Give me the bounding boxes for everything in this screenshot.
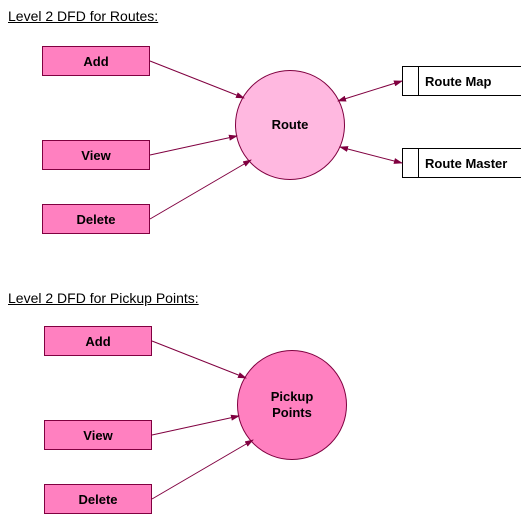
box-route-map-label: Route Map [425, 74, 491, 89]
circle-pickup-label: Pickup Points [271, 389, 314, 420]
circle-pickup-label-2: Points [272, 405, 312, 420]
section1-title: Level 2 DFD for Routes: [8, 8, 158, 24]
box-add-1: Add [42, 46, 150, 76]
box-view-1: View [42, 140, 150, 170]
box-view-2-label: View [83, 428, 112, 443]
circle-route: Route [235, 70, 345, 180]
box-route-map: Route Map [402, 66, 521, 96]
box-view-2: View [44, 420, 152, 450]
box-route-master-tick [418, 148, 419, 178]
box-delete-2: Delete [44, 484, 152, 514]
box-delete-2-label: Delete [78, 492, 117, 507]
section2-title: Level 2 DFD for Pickup Points: [8, 290, 199, 306]
box-route-master-label: Route Master [425, 156, 507, 171]
circle-pickup: Pickup Points [237, 350, 347, 460]
circle-route-label: Route [272, 117, 309, 133]
box-route-master: Route Master [402, 148, 521, 178]
box-add-2: Add [44, 326, 152, 356]
box-add-1-label: Add [83, 54, 108, 69]
box-route-map-tick [418, 66, 419, 96]
box-delete-1-label: Delete [76, 212, 115, 227]
circle-pickup-label-1: Pickup [271, 389, 314, 404]
box-add-2-label: Add [85, 334, 110, 349]
box-delete-1: Delete [42, 204, 150, 234]
box-view-1-label: View [81, 148, 110, 163]
